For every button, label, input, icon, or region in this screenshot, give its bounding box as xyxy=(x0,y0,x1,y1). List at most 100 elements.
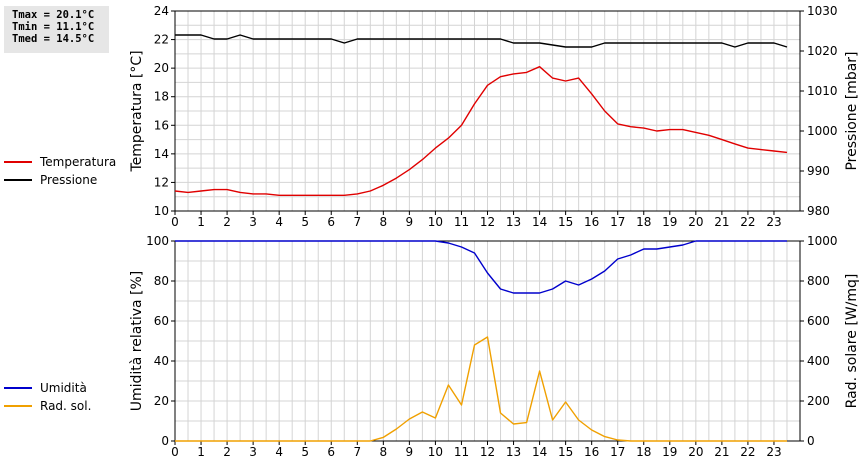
x-tick-label: 7 xyxy=(353,445,361,459)
legend-label-pressure: Pressione xyxy=(40,173,98,187)
y-tick-label-right: 200 xyxy=(807,394,830,408)
y-tick-label-left: 20 xyxy=(154,394,169,408)
x-tick-label: 21 xyxy=(714,445,729,459)
x-tick-label: 14 xyxy=(532,445,547,459)
legend-swatch-solar-radiation xyxy=(4,405,32,407)
chart-panel-bottom: 0 1 2 3 4 5 6 7 8 9 10 11 12 13 14 15 16 17 18 19 20 21 22 2302… xyxy=(129,234,860,459)
y-tick-label-left: 12 xyxy=(154,175,169,189)
y-tick-label-left: 80 xyxy=(154,274,169,288)
y-tick-label-left: 24 xyxy=(154,4,169,18)
x-tick-label: 9 xyxy=(406,445,414,459)
x-tick-label: 6 xyxy=(327,445,335,459)
x-tick-label: 0 xyxy=(171,215,179,229)
legend-swatch-temperature xyxy=(4,161,32,163)
x-tick-label: 7 xyxy=(353,215,361,229)
legend-top: Temperatura Pressione xyxy=(4,153,116,189)
y-tick-label-left: 14 xyxy=(154,147,169,161)
series-line-bottom-1 xyxy=(175,336,787,442)
y-tick-label-right: 600 xyxy=(807,314,830,328)
y-tick-label-left: 22 xyxy=(154,33,169,47)
chart-panel-top: 0 1 2 3 4 5 6 7 8 9 10 11 12 13 14 15 16 17 18 19 20 21 22 2310… xyxy=(129,4,860,229)
series-line-bottom-0 xyxy=(175,240,787,294)
x-tick-label: 16 xyxy=(584,215,599,229)
x-tick-label: 18 xyxy=(636,215,651,229)
y-tick-label-left: 18 xyxy=(154,90,169,104)
x-tick-label: 1 xyxy=(197,215,205,229)
x-tick-label: 20 xyxy=(688,445,703,459)
y-tick-label-right: 990 xyxy=(807,164,830,178)
y-tick-label-right: 1000 xyxy=(807,124,838,138)
tmin-label: Tmin = 11.1°C xyxy=(12,21,95,33)
y-tick-label-right: 0 xyxy=(807,434,815,448)
x-tick-label: 2 xyxy=(223,215,231,229)
x-tick-label: 0 xyxy=(171,445,179,459)
series-line-top-0 xyxy=(174,65,788,197)
x-tick-label: 1 xyxy=(197,445,205,459)
x-tick-label: 18 xyxy=(636,445,651,459)
x-tick-label: 5 xyxy=(301,445,309,459)
x-tick-label: 13 xyxy=(506,445,521,459)
x-tick-label: 13 xyxy=(506,215,521,229)
legend-bottom: Umidità Rad. sol. xyxy=(4,379,91,415)
y-tick-label-right: 980 xyxy=(807,204,830,218)
x-tick-label: 3 xyxy=(249,445,257,459)
y-axis-title-right: Pressione [mbar] xyxy=(844,51,860,170)
x-tick-label: 22 xyxy=(740,215,755,229)
x-tick-label: 22 xyxy=(740,445,755,459)
y-tick-label-right: 400 xyxy=(807,354,830,368)
tmed-label: Tmed = 14.5°C xyxy=(12,33,95,45)
x-tick-label: 16 xyxy=(584,445,599,459)
legend-item-solar-radiation: Rad. sol. xyxy=(4,397,91,415)
x-tick-label: 15 xyxy=(558,445,573,459)
y-tick-label-right: 800 xyxy=(807,274,830,288)
x-tick-label: 4 xyxy=(275,445,283,459)
x-tick-label: 19 xyxy=(662,215,677,229)
stats-summary-box: Tmax = 20.1°C Tmin = 11.1°C Tmed = 14.5°… xyxy=(4,6,109,53)
y-axis-title-left: Umidità relativa [%] xyxy=(129,271,145,412)
x-tick-label: 11 xyxy=(454,215,469,229)
x-tick-label: 12 xyxy=(480,215,495,229)
x-tick-label: 20 xyxy=(688,215,703,229)
x-tick-label: 8 xyxy=(380,215,388,229)
legend-swatch-pressure xyxy=(4,179,32,181)
x-tick-label: 10 xyxy=(428,215,443,229)
y-tick-label-right: 1010 xyxy=(807,84,838,98)
y-tick-label-left: 0 xyxy=(161,434,169,448)
x-tick-label: 9 xyxy=(406,215,414,229)
legend-swatch-humidity xyxy=(4,387,32,389)
y-tick-label-right: 1030 xyxy=(807,4,838,18)
x-tick-label: 4 xyxy=(275,215,283,229)
x-tick-label: 11 xyxy=(454,445,469,459)
legend-label-solar-radiation: Rad. sol. xyxy=(40,399,92,413)
tmax-label: Tmax = 20.1°C xyxy=(12,9,95,21)
x-tick-label: 3 xyxy=(249,215,257,229)
y-tick-label-right: 1020 xyxy=(807,44,838,58)
x-tick-label: 2 xyxy=(223,445,231,459)
x-tick-label: 12 xyxy=(480,445,495,459)
x-tick-label: 15 xyxy=(558,215,573,229)
legend-label-humidity: Umidità xyxy=(40,381,87,395)
x-tick-label: 17 xyxy=(610,445,625,459)
x-tick-label: 5 xyxy=(301,215,309,229)
x-tick-label: 14 xyxy=(532,215,547,229)
legend-item-humidity: Umidità xyxy=(4,379,91,397)
y-tick-label-left: 100 xyxy=(146,234,169,248)
x-tick-label: 17 xyxy=(610,215,625,229)
legend-item-temperature: Temperatura xyxy=(4,153,116,171)
x-tick-label: 21 xyxy=(714,215,729,229)
series-line-top-1 xyxy=(175,34,788,48)
y-axis-title-left: Temperatura [°C] xyxy=(129,50,145,172)
y-tick-label-left: 16 xyxy=(154,118,169,132)
x-tick-label: 8 xyxy=(380,445,388,459)
legend-item-pressure: Pressione xyxy=(4,171,116,189)
x-tick-label: 23 xyxy=(766,215,781,229)
x-tick-label: 10 xyxy=(428,445,443,459)
y-tick-label-left: 60 xyxy=(154,314,169,328)
x-tick-label: 23 xyxy=(766,445,781,459)
legend-label-temperature: Temperatura xyxy=(40,155,117,169)
x-tick-label: 6 xyxy=(327,215,335,229)
y-tick-label-left: 10 xyxy=(154,204,169,218)
x-tick-label: 19 xyxy=(662,445,677,459)
y-tick-label-left: 40 xyxy=(154,354,169,368)
